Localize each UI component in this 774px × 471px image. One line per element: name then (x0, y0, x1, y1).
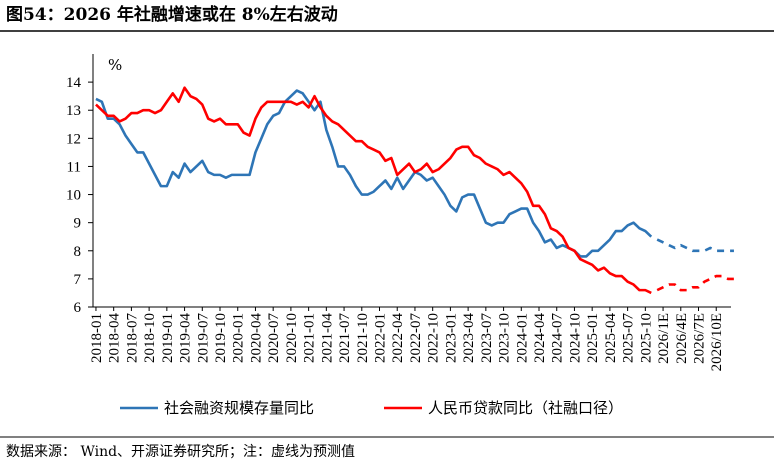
y-tick-label: 8 (74, 244, 82, 260)
x-tick-label: 2020-04 (248, 313, 264, 363)
x-tick-label: 2023-04 (461, 313, 477, 363)
x-tick-label: 2020-07 (266, 313, 282, 363)
y-tick-label: 9 (74, 216, 82, 232)
x-tick-label: 2025-07 (621, 313, 637, 363)
x-tick-label: 2018-04 (107, 313, 123, 363)
x-tick-label: 2019-04 (178, 313, 194, 363)
legend-label: 人民币贷款同比（社融口径） (428, 399, 623, 417)
x-tick-label: 2022-10 (426, 313, 442, 363)
y-unit: % (108, 56, 122, 74)
x-tick-label: 2019-01 (160, 313, 176, 363)
x-tick-label: 2024-07 (550, 313, 566, 363)
x-tick-label: 2026/4E (674, 313, 690, 364)
series-line (95, 86, 652, 295)
legend-label: 社会融资规模存量同比 (164, 399, 314, 417)
forecast-line (656, 238, 734, 253)
x-tick-label: 2024-01 (514, 313, 530, 363)
y-tick-label: 13 (66, 103, 81, 119)
y-tick-label: 7 (74, 272, 82, 288)
y-tick-label: 11 (67, 159, 81, 175)
series-line (95, 89, 653, 258)
x-tick-label: 2020-10 (284, 313, 300, 363)
x-tick-label: 2019-07 (195, 313, 211, 363)
x-tick-label: 2022-04 (390, 313, 406, 363)
x-tick-label: 2023-01 (443, 313, 459, 363)
x-tick-label: 2018-10 (142, 313, 158, 363)
x-tick-label: 2026/7E (692, 313, 708, 364)
x-tick-label: 2023-10 (497, 313, 513, 363)
x-tick-label: 2019-10 (213, 313, 229, 363)
x-tick-label: 2020-01 (231, 313, 247, 363)
x-tick-label: 2025-01 (585, 313, 601, 363)
x-tick-label: 2026/1E (656, 313, 672, 364)
y-tick-label: 10 (66, 188, 81, 204)
x-tick-label: 2024-04 (532, 313, 548, 363)
x-tick-label: 2025-10 (638, 313, 654, 363)
x-tick-label: 2021-07 (337, 313, 353, 363)
y-tick-label: 6 (74, 300, 82, 316)
forecast-line (656, 274, 734, 292)
x-tick-label: 2018-07 (124, 313, 140, 363)
x-tick-label: 2022-07 (408, 313, 424, 363)
y-tick-label: 14 (66, 75, 82, 91)
x-tick-label: 2021-04 (319, 313, 335, 363)
x-tick-label: 2021-01 (302, 313, 318, 363)
x-tick-label: 2018-01 (89, 313, 105, 363)
source-note: 数据来源： Wind、开源证券研究所；注：虚线为预测值 (6, 444, 355, 460)
x-tick-label: 2021-10 (355, 313, 371, 363)
x-tick-label: 2024-10 (567, 313, 583, 363)
x-tick-label: 2022-01 (373, 313, 389, 363)
chart-title: 图54：2026 年社融增速或在 8%左右波动 (6, 4, 338, 25)
x-tick-label: 2026/10E (709, 313, 725, 371)
x-tick-label: 2025-04 (603, 313, 619, 363)
x-tick-label: 2023-07 (479, 313, 495, 363)
y-tick-label: 12 (66, 131, 81, 147)
